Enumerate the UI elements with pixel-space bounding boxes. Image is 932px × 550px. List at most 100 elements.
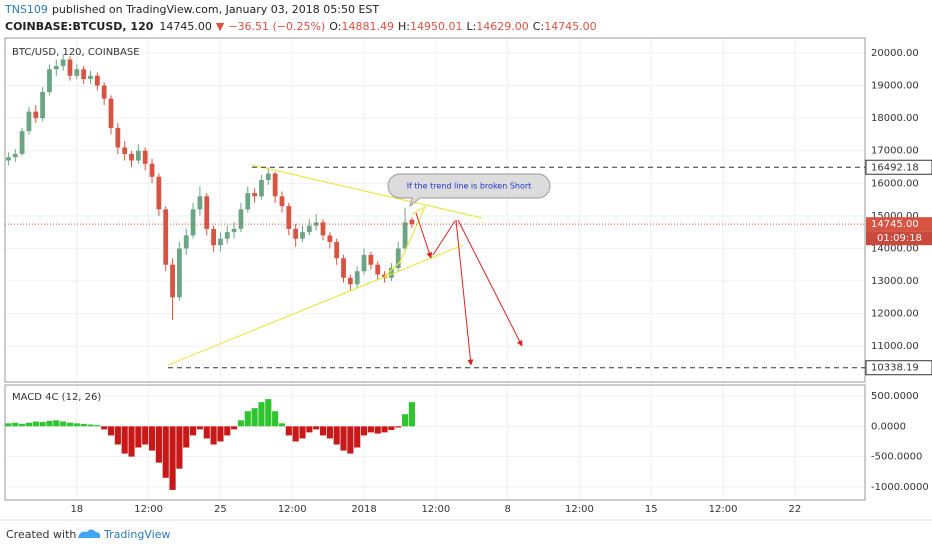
candle-body [101, 85, 107, 99]
macd-bar [381, 426, 388, 433]
candle-body [327, 235, 333, 242]
macd-bar [80, 423, 87, 427]
change: −36.51 (−0.25%) [228, 20, 325, 33]
macd-bar [272, 411, 279, 427]
candle-body [33, 111, 39, 119]
candle-body [293, 228, 299, 239]
candle-body [320, 222, 326, 236]
macd-bar [46, 420, 53, 427]
candle-body [67, 59, 73, 76]
macd-bar [53, 420, 60, 427]
x-tick-label: 25 [214, 504, 227, 515]
footer-brand[interactable]: TradingView [103, 528, 170, 541]
macd-bar [292, 426, 299, 442]
trend-line [251, 164, 483, 219]
candle-body [224, 232, 230, 239]
candle-body [354, 271, 360, 285]
macd-bar [176, 426, 183, 469]
macd-bar [101, 426, 108, 430]
macd-bar [155, 426, 162, 463]
level-box [865, 159, 932, 175]
l-label: L: [466, 20, 476, 33]
macd-bar [60, 421, 67, 427]
x-tick-label: 15 [645, 504, 658, 515]
macd-bar [340, 426, 347, 451]
candle-body [183, 235, 189, 249]
price-pane-title: BTC/USD, 120, COINBASE [12, 47, 140, 58]
candle-body [272, 173, 278, 197]
candle-body [156, 176, 162, 210]
brand-logo[interactable] [78, 529, 101, 539]
candle-body [300, 232, 305, 239]
header-line: TNS109 published on TradingView.com, Janu… [4, 3, 379, 16]
y-tick-label: 0.0000 [871, 421, 906, 432]
macd-bar [87, 424, 94, 427]
candle-body [245, 193, 251, 210]
candle-body [47, 69, 52, 93]
macd-bar [347, 426, 354, 454]
macd-bar [210, 426, 217, 445]
candle-body [218, 238, 223, 246]
trend-line [384, 205, 427, 277]
macd-bar [374, 426, 381, 434]
candle-body [6, 157, 11, 161]
candle-body [382, 274, 387, 278]
candle-body [409, 219, 415, 225]
candle-body [286, 206, 292, 229]
macd-bar [326, 426, 333, 439]
macd-bar [408, 402, 415, 427]
candle-body [26, 111, 32, 132]
last-price-label: 14745.00 [871, 219, 919, 230]
arrow [432, 220, 456, 256]
candle-body [88, 75, 93, 80]
h-value: 14950.01 [410, 20, 463, 33]
x-tick-label: 12:00 [709, 504, 738, 515]
macd-bar [299, 426, 306, 439]
mark-layer [5, 54, 415, 490]
x-tick-label: 12:00 [565, 504, 594, 515]
arrow [415, 212, 433, 259]
candle-body [149, 163, 155, 177]
macd-bar [251, 408, 258, 427]
macd-bar [114, 426, 121, 445]
macd-bar [196, 426, 203, 430]
macd-pane-title: MACD 4C (12, 26) [12, 392, 101, 403]
candle-body [361, 254, 367, 272]
footer-created: Created with [6, 528, 76, 541]
macd-bar [162, 426, 169, 478]
macd-bar [367, 426, 374, 433]
macd-bar [25, 422, 33, 427]
author[interactable]: TNS109 [4, 3, 48, 16]
macd-bar [319, 426, 327, 436]
macd-bar [231, 426, 238, 430]
level-label: 10338.19 [871, 363, 919, 374]
h-label: H: [398, 20, 410, 33]
macd-bar [244, 411, 251, 427]
macd-bar [224, 426, 231, 436]
candle-body [142, 150, 148, 164]
candle-body [347, 277, 353, 285]
candle-body [135, 150, 141, 161]
candle-body [252, 193, 258, 197]
down-icon: ▼ [216, 20, 225, 33]
candle-body [12, 153, 18, 158]
y-tick-label: -500.0000 [871, 452, 922, 463]
candle-body [74, 69, 80, 76]
y-tick-label: 12000.00 [871, 309, 919, 320]
candle-body [163, 209, 169, 265]
macd-bar [354, 426, 361, 448]
x-tick-label: 8 [504, 504, 510, 515]
grid-layer [5, 38, 865, 500]
macd-bar [128, 426, 135, 457]
candle-body [341, 258, 346, 278]
macd-bar [360, 426, 368, 436]
quote-line: COINBASE:BTCUSD, 120 14745.00 ▼ −36.51 (−0.… [5, 20, 597, 33]
l-value: 14629.00 [476, 20, 529, 33]
y-tick-label: 16000.00 [871, 178, 919, 189]
candle-body [19, 131, 25, 154]
level-label: 16492.18 [871, 162, 919, 173]
x-tick-label: 12:00 [134, 504, 163, 515]
candle-body [40, 92, 46, 119]
y-tick-label: 15000.00 [871, 211, 919, 222]
